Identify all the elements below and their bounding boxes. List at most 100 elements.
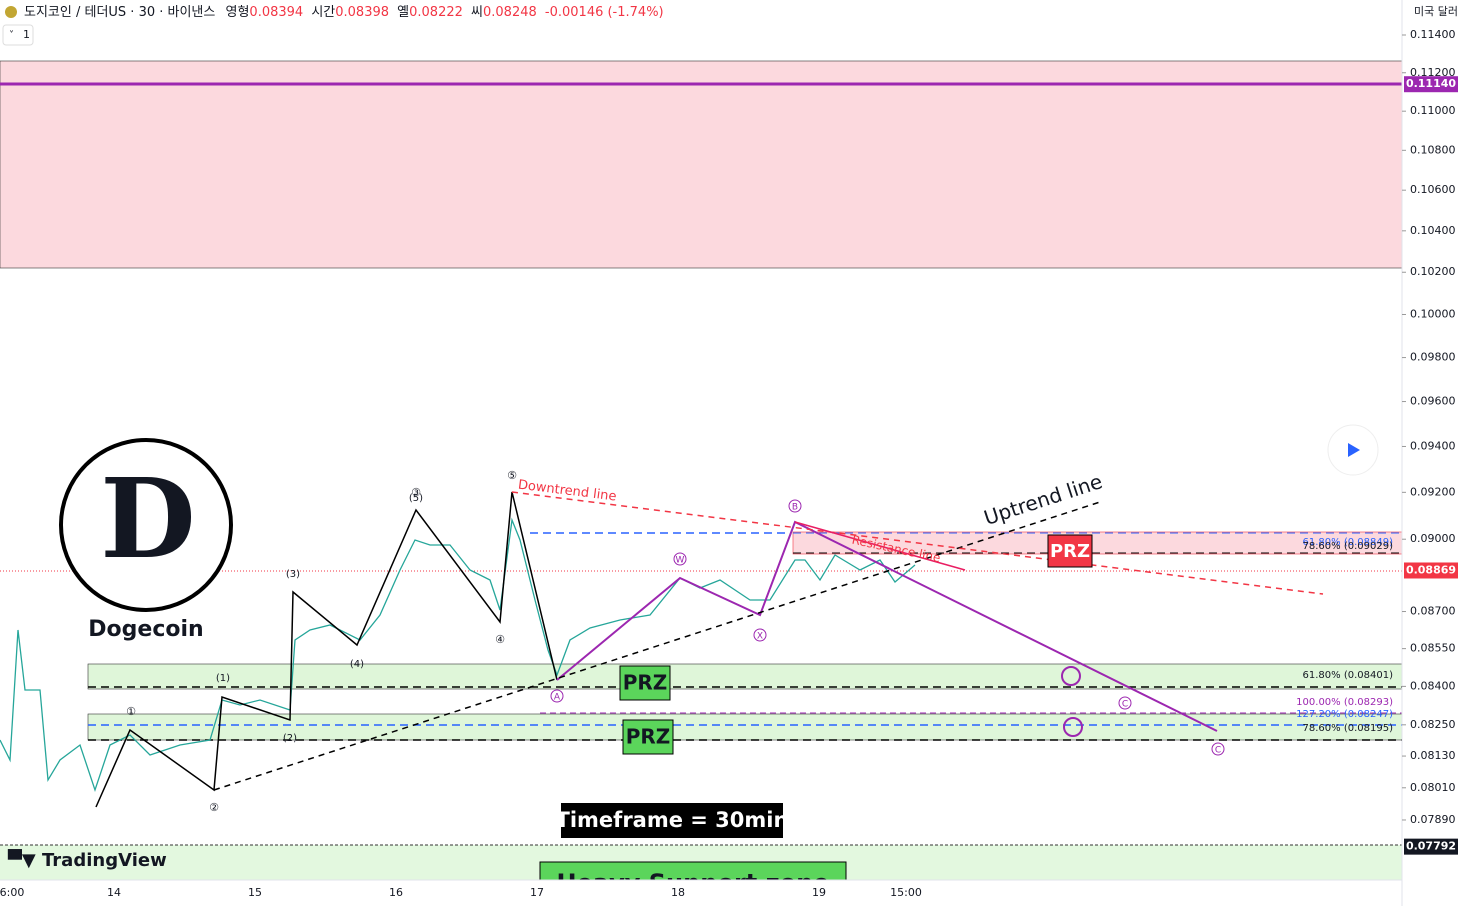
- wave-label: W: [676, 556, 685, 566]
- price-tick-label: 0.08130: [1410, 749, 1456, 762]
- wave-ring: [788, 499, 802, 513]
- wave-ring: [1118, 696, 1132, 710]
- wave-label: X: [757, 632, 763, 642]
- time-label: 18: [671, 886, 685, 899]
- price-marker-label: 0.08869: [1406, 563, 1456, 576]
- time-label: 15: [248, 886, 262, 899]
- price-tick-label: 0.09600: [1410, 395, 1456, 408]
- play-icon: [1348, 443, 1360, 457]
- wave-label: (1): [216, 673, 230, 684]
- wave-label: (3): [286, 569, 300, 580]
- brand-bg: [0, 848, 200, 874]
- prz-zone: [87, 663, 1403, 690]
- wave-label: C: [1215, 746, 1221, 756]
- downtrend-line: [511, 491, 1324, 595]
- price-tick-label: 0.08400: [1410, 679, 1456, 692]
- time-label: 6:00: [0, 886, 24, 899]
- price-tick-label: 0.08250: [1410, 718, 1456, 731]
- time-label: 14: [107, 886, 121, 899]
- wave-label: ②: [209, 801, 219, 814]
- prz-label: PRZ: [623, 671, 668, 695]
- brand: TradingView: [42, 850, 167, 871]
- price-tick-label: 0.08550: [1410, 642, 1456, 655]
- time-label: 19: [812, 886, 826, 899]
- price-tick-label: 0.07890: [1410, 813, 1456, 826]
- collapse-button[interactable]: [2, 24, 34, 46]
- price-tick-label: 0.10800: [1410, 143, 1456, 156]
- prz-label: PRZ: [1050, 541, 1090, 562]
- price-tick-label: 0.09000: [1410, 532, 1456, 545]
- wave-label: ①: [126, 705, 136, 718]
- fib-label: 100.00% (0.08293): [1296, 697, 1393, 708]
- wave-ring: [673, 552, 687, 566]
- prz-label: PRZ: [626, 725, 671, 749]
- brand-icon: ▀▼: [7, 849, 36, 871]
- wave-ring: [1211, 742, 1225, 756]
- wave-ring: [753, 628, 767, 642]
- fib-label: 127.20% (0.08247): [1296, 709, 1393, 720]
- timeframe: Timeframe = 30min: [556, 808, 789, 832]
- wave-label: ③: [411, 486, 421, 499]
- ohlc-label: 영형: [226, 5, 250, 20]
- interval: 1: [23, 28, 30, 41]
- uptrend-line: [213, 501, 1101, 791]
- wave-label: A: [554, 693, 561, 703]
- symbol: 도지코인 / 테더US · 30 · 바이낸스: [24, 5, 215, 20]
- price-tick-label: 0.10000: [1410, 307, 1456, 320]
- wave-label: B: [792, 503, 798, 513]
- price-marker: [1404, 76, 1458, 93]
- resistance-line: [794, 521, 966, 571]
- price-tick-label: 0.08010: [1410, 781, 1456, 794]
- target-icon: [1061, 666, 1083, 737]
- wave-label: C: [1122, 700, 1128, 710]
- price-tick-label: 0.08700: [1410, 605, 1456, 618]
- logo: [59, 438, 233, 612]
- fib-label: 78.60% (0.09029): [1303, 541, 1394, 552]
- price-tick-label: 0.10400: [1410, 224, 1456, 237]
- logo-text: Dogecoin: [88, 617, 203, 642]
- prz-box: [619, 665, 671, 701]
- header-bg: [0, 0, 1402, 24]
- fib-label: 61.80% (0.08849): [1303, 537, 1394, 548]
- price-marker-label: 0.07792: [1406, 840, 1456, 853]
- price-tick-label: 0.11400: [1410, 28, 1456, 41]
- time-label: 16: [389, 886, 403, 899]
- label-box: [561, 803, 783, 838]
- coin-icon: [5, 6, 17, 18]
- wave-label: (4): [350, 659, 364, 670]
- price-marker-label: 0.11140: [1406, 77, 1456, 90]
- ohlc-value: 0.08222: [409, 5, 463, 20]
- wave-ring: [550, 689, 564, 703]
- fib-label: 61.80% (0.08401): [1303, 670, 1394, 681]
- ohlc-label: 옐: [397, 5, 409, 20]
- fib-label: 78.60% (0.08195): [1303, 723, 1394, 734]
- wave-line: [95, 491, 558, 808]
- price-marker: [1404, 562, 1458, 579]
- ohlc-value: 0.08248: [483, 5, 537, 20]
- currency: 미국 달러: [1414, 5, 1458, 18]
- price-tick-label: 0.09200: [1410, 485, 1456, 498]
- time-label: 17: [530, 886, 544, 899]
- change: -0.00146 (-1.74%): [545, 5, 664, 20]
- price-axis-bg: [1402, 0, 1462, 906]
- ohlc-value: 0.08394: [249, 5, 303, 20]
- prz-zone: [87, 713, 1403, 741]
- price-marker: [1404, 838, 1458, 855]
- wave-line: [556, 520, 1218, 732]
- prz-box: [1047, 534, 1093, 568]
- time-axis-bg: [0, 880, 1462, 906]
- wave-label: (5): [409, 493, 423, 504]
- price-tick-label: 0.10200: [1410, 265, 1456, 278]
- price-tick-label: 0.10600: [1410, 183, 1456, 196]
- prz-box: [622, 719, 674, 755]
- resistance-zone: [0, 60, 1403, 269]
- ohlc-value: 0.08398: [335, 5, 389, 20]
- price-tick-label: 0.11000: [1410, 104, 1456, 117]
- ohlc-label: 시간: [311, 5, 335, 20]
- ohlc-label: 씨: [471, 5, 483, 20]
- price-tick-label: 0.09400: [1410, 439, 1456, 452]
- wave-label: ④: [495, 633, 505, 646]
- time-label: 15:00: [890, 886, 922, 899]
- price-line: [0, 517, 916, 793]
